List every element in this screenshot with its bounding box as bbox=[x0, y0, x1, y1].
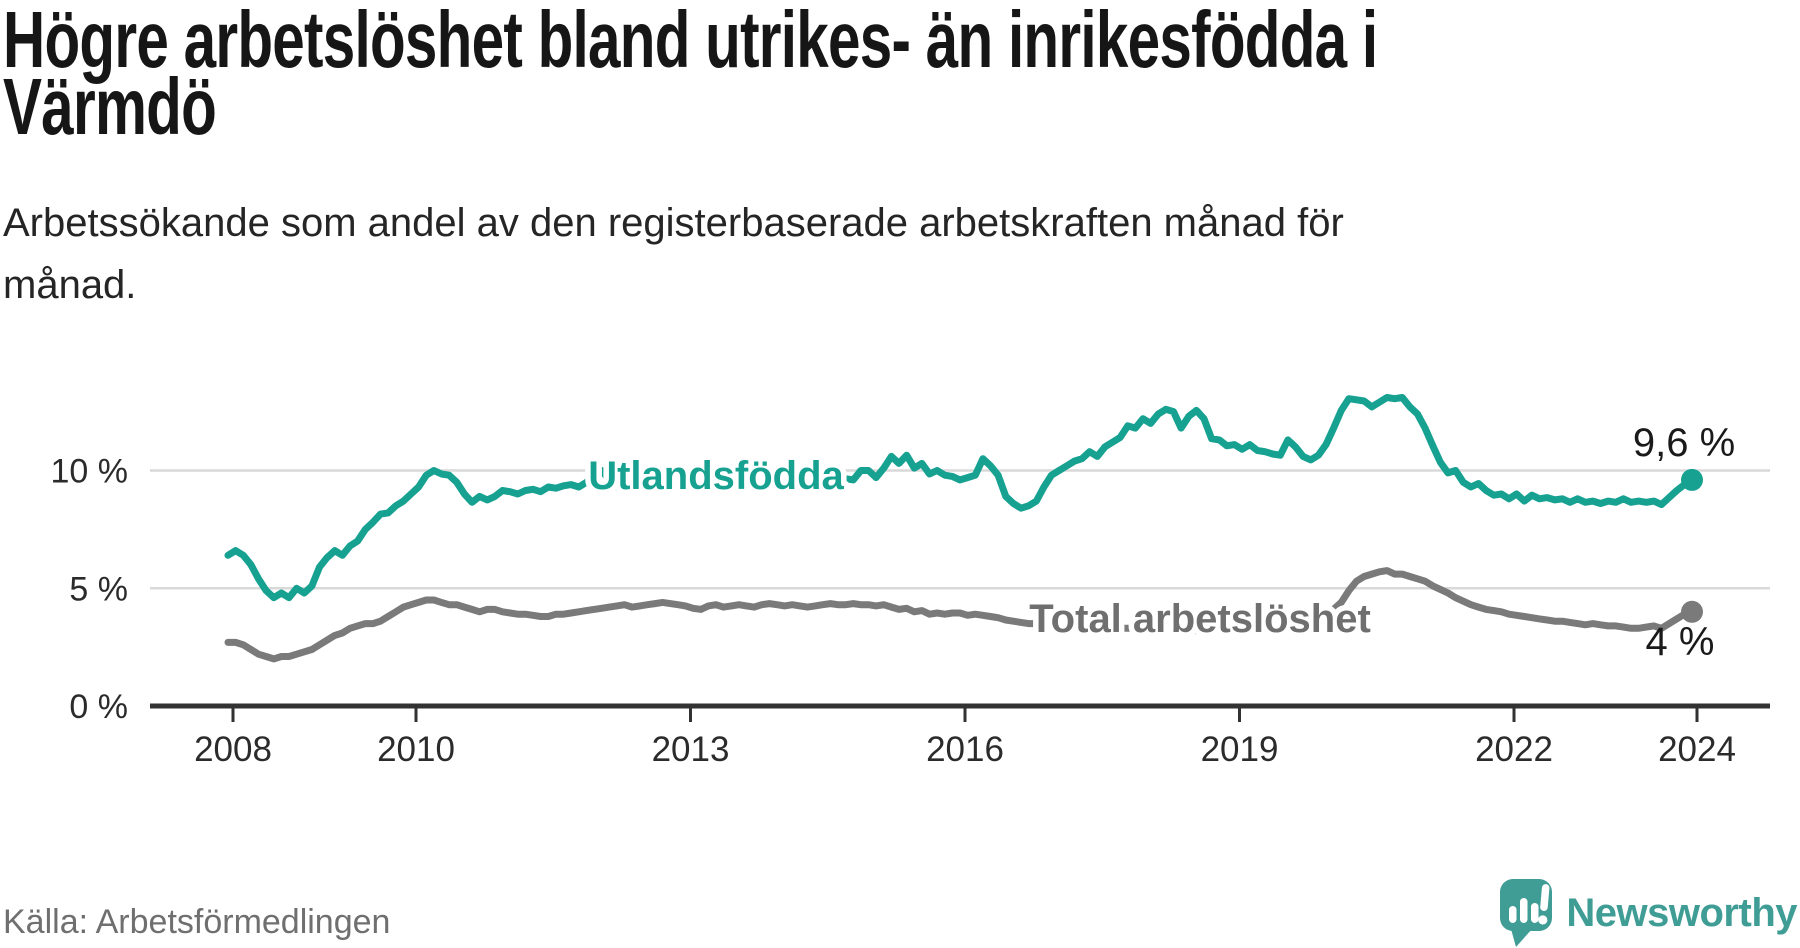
x-tick-label-2013: 2013 bbox=[652, 730, 730, 769]
newsworthy-logo-icon bbox=[1500, 879, 1553, 947]
series-line-total-arbetsl-shet bbox=[224, 567, 1696, 663]
x-tick-label-2016: 2016 bbox=[926, 730, 1004, 769]
brand-name: Newsworthy bbox=[1566, 891, 1797, 935]
series-label-total-arbetsl-shet: Total arbetslöshet bbox=[1029, 597, 1371, 641]
x-tick-label-2010: 2010 bbox=[377, 730, 455, 769]
y-tick-label-0: 0 % bbox=[69, 688, 128, 726]
logo-bar-2 bbox=[1520, 898, 1528, 923]
x-tick-label-2019: 2019 bbox=[1201, 730, 1279, 769]
end-dot-total-arbetsl-shet bbox=[1681, 600, 1703, 623]
subtitle: Arbetssökande som andel av den registerb… bbox=[3, 192, 1344, 316]
end-label-total-arbetsl-shet: 4 % bbox=[1646, 620, 1715, 664]
x-tick-label-2024: 2024 bbox=[1658, 730, 1736, 769]
series-line-utlandsf-dda bbox=[224, 394, 1696, 602]
end-dot-utlandsf-dda bbox=[1681, 468, 1703, 491]
end-label-utlandsf-dda: 9,6 % bbox=[1633, 421, 1735, 465]
newsworthy-logo: Newsworthy bbox=[1499, 878, 1797, 948]
logo-bar-3 bbox=[1531, 903, 1539, 923]
logo-exclamation-icon bbox=[1538, 884, 1550, 925]
y-tick-label-5: 5 % bbox=[69, 570, 128, 608]
page-title: Högre arbetslöshet bland utrikes- än inr… bbox=[3, 0, 1378, 151]
series-label-utlandsf-dda: Utlandsfödda bbox=[588, 454, 844, 498]
y-axis-labels: 10 % 5 % 0 % bbox=[51, 453, 129, 727]
gridlines bbox=[150, 469, 1770, 590]
subtitle-line-1: Arbetssökande som andel av den registerb… bbox=[3, 201, 1344, 245]
page-title-line-1: Högre arbetslöshet bland utrikes- än inr… bbox=[3, 0, 1378, 84]
logo-bar-1 bbox=[1509, 906, 1517, 923]
x-axis: 2008 2010 2013 2016 2019 2022 2024 bbox=[150, 703, 1770, 769]
subtitle-line-2: månad. bbox=[3, 263, 137, 307]
source-note: Källa: Arbetsförmedlingen bbox=[3, 903, 391, 941]
page-title-line-2: Värmdö bbox=[3, 62, 217, 151]
x-tick-label-2022: 2022 bbox=[1475, 730, 1553, 769]
y-tick-label-10: 10 % bbox=[51, 453, 129, 491]
x-tick-label-2008: 2008 bbox=[194, 730, 272, 769]
